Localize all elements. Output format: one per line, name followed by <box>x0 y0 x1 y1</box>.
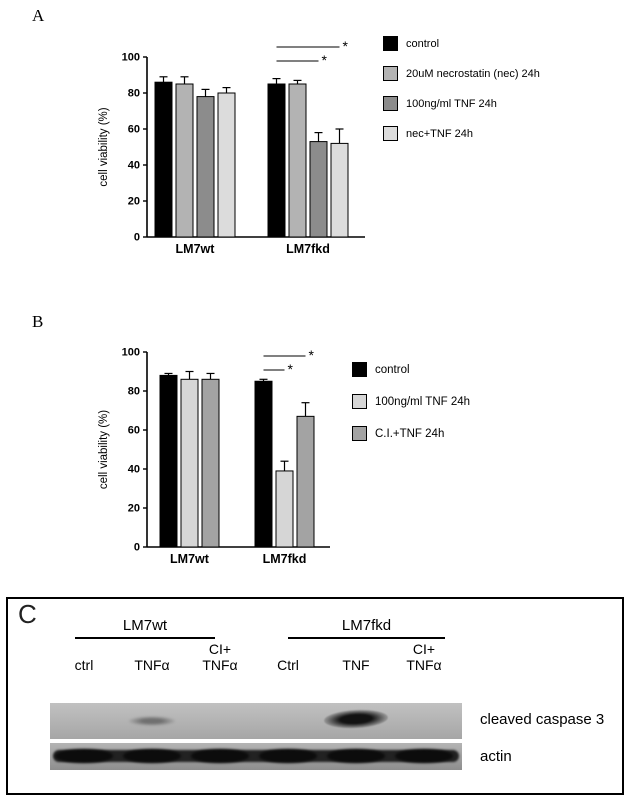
legend-swatch <box>383 96 398 111</box>
svg-text:*: * <box>343 38 349 54</box>
svg-text:cell viability (%): cell viability (%) <box>98 410 110 489</box>
legend-swatch <box>352 362 367 377</box>
lane-label: Ctrl <box>277 656 299 673</box>
svg-text:LM7fkd: LM7fkd <box>263 552 307 566</box>
svg-text:20: 20 <box>128 196 140 208</box>
lane-label-row: ctrl TNFα CI+ TNFα Ctrl TNF CI+ TNFα <box>50 639 462 673</box>
blot-label-cleaved-caspase3: cleaved caspase 3 <box>480 711 605 728</box>
legend-item: 100ng/ml TNF 24h <box>352 394 470 409</box>
actin-band <box>123 749 181 763</box>
lane-label: TNF <box>342 656 370 673</box>
svg-text:20: 20 <box>128 503 140 515</box>
group-underline <box>288 637 445 639</box>
legend-item: C.I.+TNF 24h <box>352 426 470 441</box>
actin-band <box>55 749 113 763</box>
panel-b-legend: control 100ng/ml TNF 24h C.I.+TNF 24h <box>352 362 470 458</box>
svg-text:cell viability (%): cell viability (%) <box>98 107 110 186</box>
svg-text:40: 40 <box>128 160 140 172</box>
svg-text:*: * <box>322 52 328 68</box>
legend-item: control <box>352 362 470 377</box>
legend-label: control <box>375 363 410 376</box>
legend-item: nec+TNF 24h <box>383 126 540 141</box>
legend-swatch <box>352 426 367 441</box>
blot-band-weak <box>128 716 176 726</box>
blot-band-strong <box>323 708 389 730</box>
legend-item: 100ng/ml TNF 24h <box>383 96 540 111</box>
actin-band <box>191 749 249 763</box>
svg-text:*: * <box>309 347 315 363</box>
legend-item: control <box>383 36 540 51</box>
legend-label: 100ng/ml TNF 24h <box>406 97 497 110</box>
svg-text:LM7fkd: LM7fkd <box>286 242 330 256</box>
panel-a-bar-chart: 0 20 40 60 80 100 cell viability (%) LM7wt LM7fk… <box>98 38 365 256</box>
svg-text:0: 0 <box>134 542 140 554</box>
legend-item: 20uM necrostatin (nec) 24h <box>383 66 540 81</box>
legend-label: nec+TNF 24h <box>406 127 473 140</box>
svg-text:60: 60 <box>128 425 140 437</box>
cleaved-caspase3-blot-image <box>50 703 462 739</box>
lane-label: TNFα <box>134 656 170 673</box>
panel-b-bar-chart: 0 20 40 60 80 100 cell viability (%) LM7wt LM7fk… <box>98 347 330 566</box>
panel-a-legend: control 20uM necrostatin (nec) 24h 100ng… <box>383 36 540 156</box>
legend-label: C.I.+TNF 24h <box>375 427 445 440</box>
lane-label: CI+ TNFα <box>406 640 442 673</box>
svg-text:80: 80 <box>128 386 140 398</box>
legend-swatch <box>352 394 367 409</box>
legend-label: control <box>406 37 440 50</box>
group-underline <box>75 637 215 639</box>
cell-line-label-lm7fkd: LM7fkd <box>341 617 392 634</box>
svg-text:0: 0 <box>134 232 140 244</box>
lane-label: CI+ TNFα <box>202 640 238 673</box>
legend-label: 20uM necrostatin (nec) 24h <box>406 67 540 80</box>
svg-text:80: 80 <box>128 88 140 100</box>
actin-blot-image <box>50 743 462 770</box>
blot-label-actin: actin <box>480 748 512 765</box>
svg-text:100: 100 <box>122 347 140 359</box>
legend-swatch <box>383 36 398 51</box>
cell-line-label-lm7wt: LM7wt <box>122 617 168 634</box>
svg-text:*: * <box>288 361 294 377</box>
svg-text:60: 60 <box>128 124 140 136</box>
svg-text:LM7wt: LM7wt <box>170 552 210 566</box>
svg-text:LM7wt: LM7wt <box>176 242 216 256</box>
actin-band <box>327 749 385 763</box>
panel-c-label: C <box>18 599 37 629</box>
svg-text:40: 40 <box>128 464 140 476</box>
legend-swatch <box>383 66 398 81</box>
panel-c-western-blot: C LM7wt LM7fkd ctrl TNFα CI+ TNFα Ctrl T… <box>6 597 624 795</box>
legend-label: 100ng/ml TNF 24h <box>375 395 471 408</box>
svg-text:100: 100 <box>122 52 140 64</box>
actin-band <box>395 749 453 763</box>
panel-b-label: B <box>32 312 44 331</box>
panel-a-label: A <box>32 6 45 25</box>
legend-swatch <box>383 126 398 141</box>
lane-label: ctrl <box>74 656 94 673</box>
actin-band <box>259 749 317 763</box>
